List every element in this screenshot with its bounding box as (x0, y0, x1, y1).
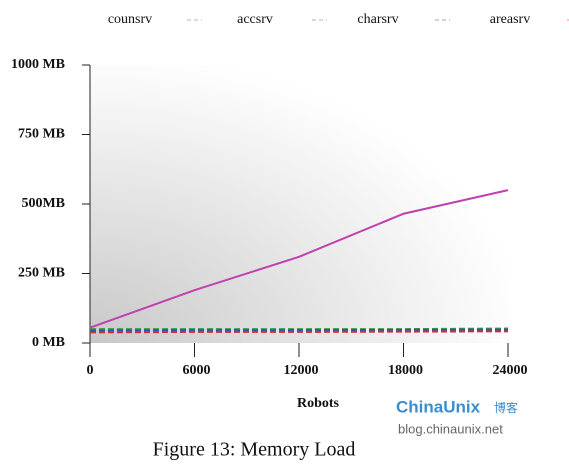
legend-label: charsrv (357, 12, 398, 27)
watermark-brand: ChinaUnix (396, 397, 481, 416)
y-tick-label: 500MB (21, 196, 65, 211)
x-tick-label: 0 (87, 363, 94, 378)
watermark-suffix: 博客 (494, 400, 518, 415)
y-tick-label: 250 MB (18, 266, 65, 281)
x-tick-label: 6000 (183, 363, 211, 378)
x-axis-label: Robots (297, 396, 340, 411)
caption: Figure 13: Memory Load (153, 439, 356, 461)
y-tick-label: 750 MB (18, 127, 65, 142)
series-line (89, 189, 509, 329)
x-tick-label: 12000 (284, 363, 319, 378)
y-tick-label: 1000 MB (11, 57, 65, 72)
series-line (89, 330, 509, 334)
series-line (89, 328, 509, 332)
x-tick-label: 24000 (493, 363, 528, 378)
series-line (90, 327, 509, 331)
x-tick-label: 18000 (388, 363, 423, 378)
legend-label: accsrv (237, 12, 273, 27)
legend-label: areasrv (490, 12, 530, 27)
watermark: ChinaUnix 博客 blog.chinaunix.net (396, 397, 518, 436)
watermark-url: blog.chinaunix.net (398, 421, 503, 436)
legend-label: counsrv (108, 12, 152, 27)
plot-background (90, 65, 508, 343)
y-tick-label: 0 MB (32, 335, 65, 350)
